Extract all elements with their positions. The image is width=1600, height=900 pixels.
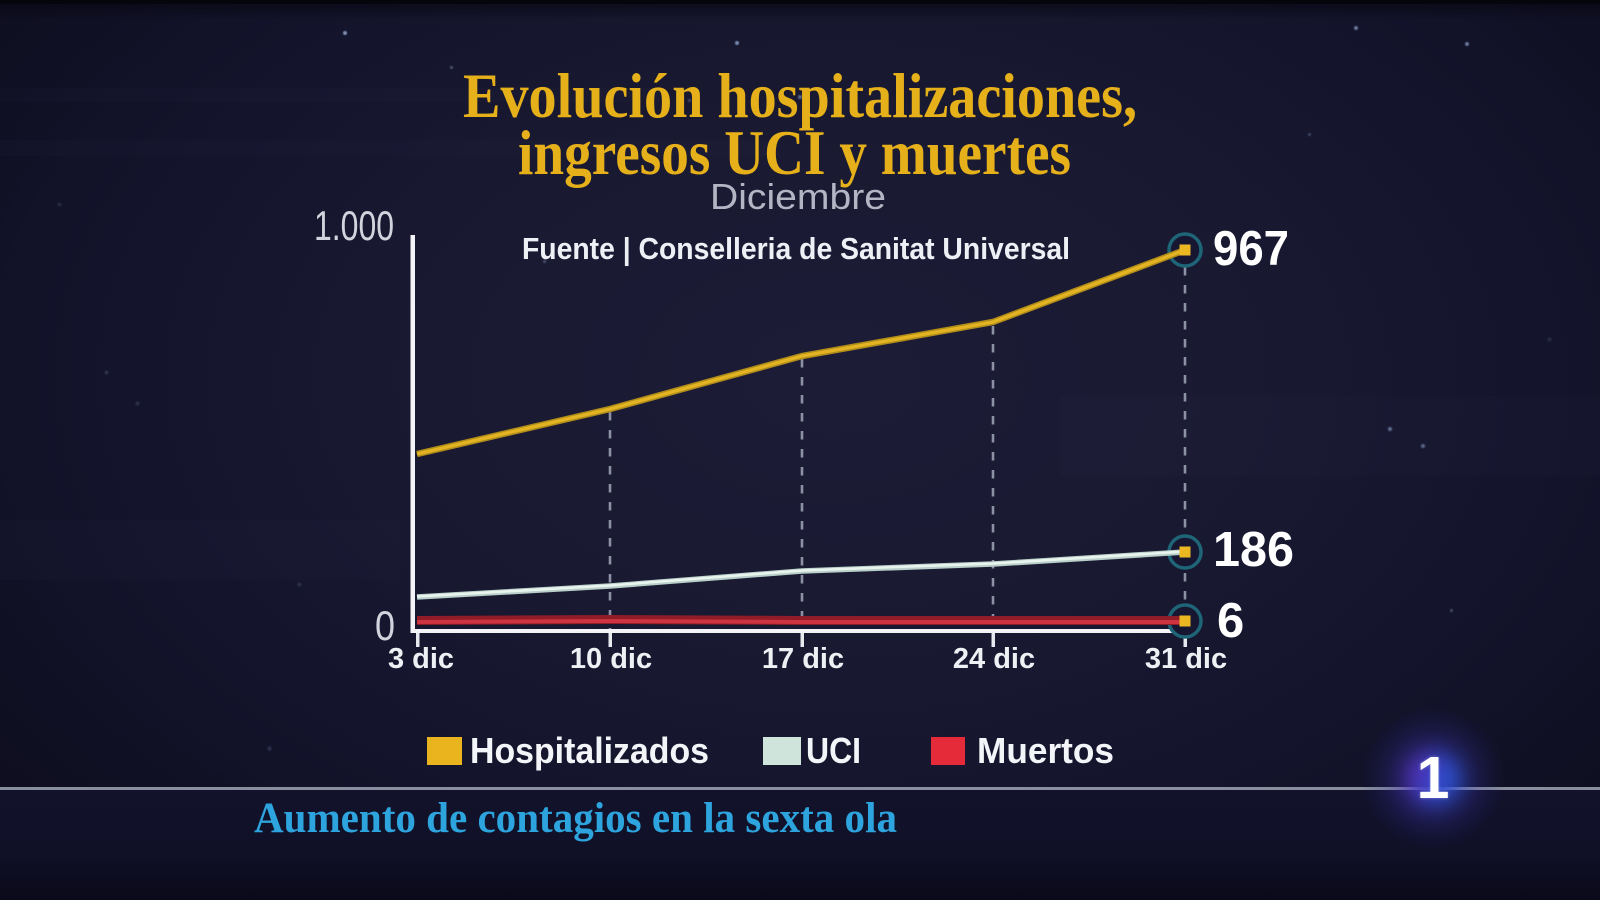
svg-text:Hospitalizados: Hospitalizados	[470, 730, 709, 771]
svg-text:Evolución hospitalizaciones,: Evolución hospitalizaciones,	[463, 61, 1137, 131]
svg-text:Aumento de contagios en la sex: Aumento de contagios en la sexta ola	[254, 795, 897, 842]
svg-text:Fuente | Conselleria de Sanita: Fuente | Conselleria de Sanitat Universa…	[522, 231, 1070, 266]
svg-text:UCI: UCI	[806, 730, 861, 771]
svg-text:0: 0	[375, 602, 395, 649]
svg-text:24 dic: 24 dic	[953, 643, 1035, 675]
svg-text:3 dic: 3 dic	[388, 643, 454, 675]
svg-text:31 dic: 31 dic	[1145, 643, 1227, 675]
svg-text:ingresos UCI y muertes: ingresos UCI y muertes	[518, 118, 1071, 188]
svg-text:Muertos: Muertos	[977, 730, 1114, 771]
svg-text:Diciembre: Diciembre	[710, 176, 886, 217]
svg-text:1.000: 1.000	[314, 202, 394, 249]
svg-text:10 dic: 10 dic	[570, 643, 652, 675]
svg-text:6: 6	[1217, 594, 1244, 648]
svg-text:967: 967	[1213, 222, 1289, 276]
svg-text:17 dic: 17 dic	[762, 643, 844, 675]
svg-text:186: 186	[1213, 523, 1294, 577]
